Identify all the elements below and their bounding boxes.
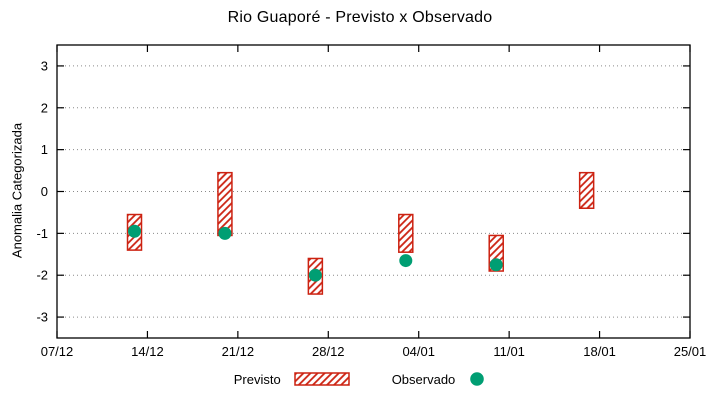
y-tick-label: -2 (36, 268, 48, 283)
previsto-hatch-swatch-icon (293, 372, 350, 386)
y-tick-label: -3 (36, 310, 48, 325)
x-tick-label: 21/12 (222, 344, 255, 359)
x-tick-label: 04/01 (402, 344, 435, 359)
y-tick-label: 3 (41, 58, 48, 73)
x-tick-label: 18/01 (583, 344, 616, 359)
x-tick-label: 28/12 (312, 344, 345, 359)
observado-dot-icon (470, 372, 485, 386)
legend: Previsto Observado (0, 371, 720, 387)
y-tick-label: 2 (41, 100, 48, 115)
observado-point (128, 224, 142, 238)
y-tick-label: 1 (41, 142, 48, 157)
legend-observado-label: Observado (391, 371, 456, 387)
observado-point (489, 258, 503, 272)
observado-point (218, 226, 232, 240)
observado-point (399, 254, 413, 268)
x-tick-label: 11/01 (493, 344, 525, 359)
x-tick-label: 25/01 (674, 344, 707, 359)
legend-spacer (363, 379, 379, 380)
legend-previsto-label: Previsto (233, 371, 281, 387)
observado-point (308, 268, 322, 282)
x-tick-label: 07/12 (41, 344, 74, 359)
y-tick-label: -1 (36, 226, 48, 241)
previsto-bar (217, 171, 233, 237)
y-tick-label: 0 (41, 184, 48, 199)
previsto-bar (398, 213, 414, 253)
previsto-bar (578, 171, 595, 209)
chart-title: Rio Guaporé - Previsto x Observado (227, 9, 493, 26)
x-tick-label: 14/12 (131, 344, 164, 359)
